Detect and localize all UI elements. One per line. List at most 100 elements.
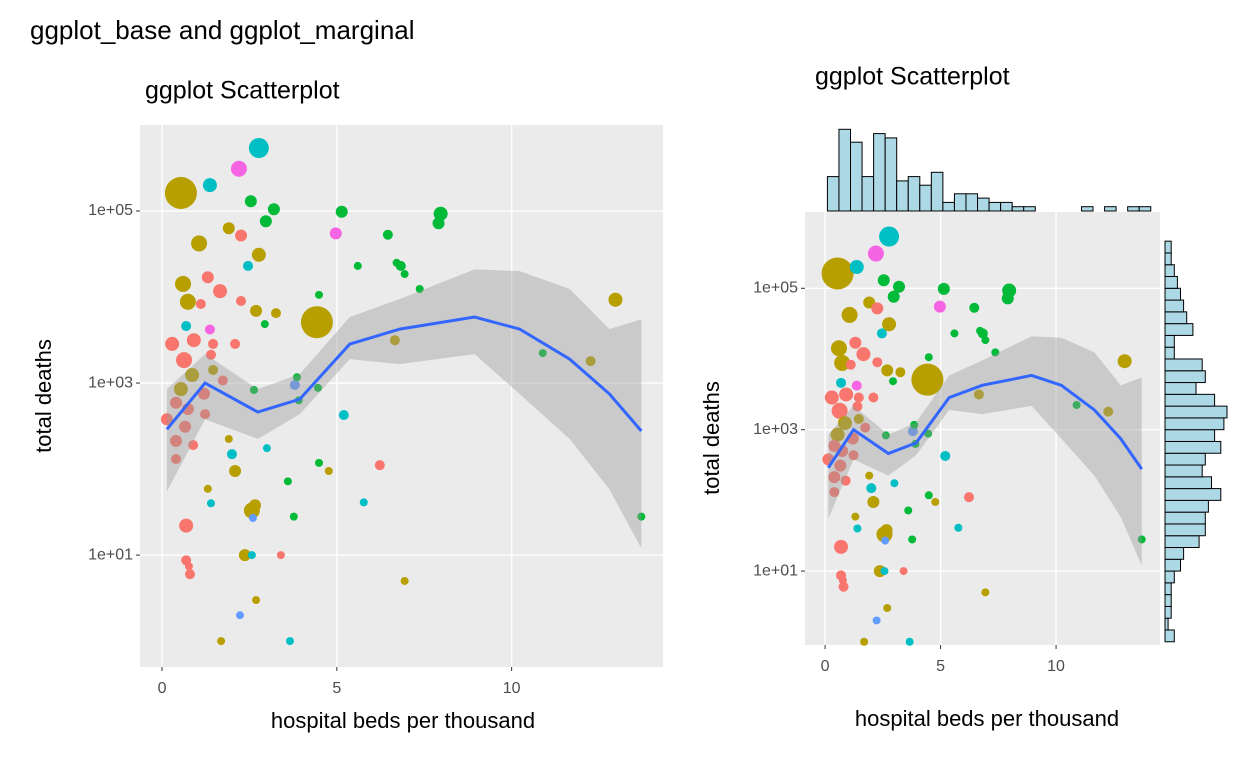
point	[834, 459, 847, 472]
point	[1072, 401, 1081, 410]
x-histogram-bar	[977, 197, 990, 212]
point	[954, 523, 963, 532]
point	[235, 611, 244, 620]
point	[860, 422, 871, 433]
point	[165, 336, 180, 351]
point	[191, 235, 208, 252]
point	[905, 637, 914, 646]
y-histogram-bar	[1164, 334, 1175, 348]
point	[314, 290, 323, 299]
point	[224, 434, 233, 443]
point	[879, 226, 900, 247]
y-histogram-bar	[1164, 346, 1175, 360]
point	[867, 245, 884, 262]
y-histogram-bar	[1164, 617, 1169, 631]
point	[881, 364, 894, 377]
y-histogram-bar	[1164, 511, 1206, 525]
point	[538, 349, 547, 358]
point	[289, 512, 298, 521]
point	[899, 567, 908, 576]
point	[235, 229, 248, 242]
smooth-line	[165, 315, 643, 432]
x-histogram-bar	[1127, 206, 1140, 212]
x-histogram-bar	[861, 176, 875, 212]
x-histogram-bar	[873, 133, 886, 212]
point	[202, 178, 217, 193]
point	[838, 581, 849, 592]
point	[217, 637, 226, 646]
point	[374, 460, 385, 471]
point	[882, 317, 897, 332]
point	[338, 410, 349, 421]
point	[185, 368, 200, 383]
x-histogram-bar	[884, 137, 898, 212]
y-histogram-bar	[1164, 287, 1181, 301]
x-histogram-bar	[965, 193, 979, 212]
point	[289, 379, 300, 390]
point	[888, 377, 897, 386]
y-tick-label: 1e+01	[753, 562, 798, 579]
y-tick-label: 1e+01	[88, 546, 133, 563]
smooth-line	[827, 373, 1143, 470]
point	[248, 138, 269, 159]
chart-title: ggplot Scatterplot	[145, 77, 340, 105]
point	[950, 329, 959, 338]
point	[907, 426, 918, 437]
point	[973, 389, 984, 400]
point	[208, 338, 219, 349]
point	[868, 392, 879, 403]
y-tick-label: 1e+05	[88, 202, 133, 219]
point	[329, 227, 342, 240]
point	[176, 352, 193, 369]
point	[887, 290, 900, 303]
point	[188, 440, 199, 451]
y-histogram-bar	[1164, 535, 1200, 549]
point	[890, 479, 899, 488]
y-histogram-bar	[1164, 547, 1185, 560]
point	[247, 551, 256, 560]
point	[313, 383, 322, 392]
y-histogram-bar	[1164, 429, 1216, 442]
x-histogram-bar	[1000, 201, 1013, 212]
point	[1001, 292, 1014, 305]
x-histogram-bar	[838, 128, 852, 212]
point	[834, 354, 851, 371]
point	[292, 373, 301, 382]
point	[400, 576, 409, 585]
x-histogram-bar	[1104, 206, 1117, 212]
point	[432, 217, 445, 230]
point	[880, 567, 889, 576]
point	[170, 396, 183, 409]
y-histogram-bar	[1164, 594, 1172, 607]
point	[184, 569, 195, 580]
point	[170, 434, 183, 447]
point	[353, 261, 362, 270]
y-histogram-bar	[1164, 393, 1216, 407]
point	[208, 364, 219, 375]
point	[335, 205, 348, 218]
point	[893, 280, 906, 293]
point	[853, 524, 862, 533]
point	[179, 420, 192, 433]
page-title: ggplot_base and ggplot_marginal	[30, 15, 415, 45]
x-tick-label: 0	[158, 680, 167, 697]
point	[236, 295, 247, 306]
point	[845, 359, 856, 370]
y-tick-label: 1e+05	[753, 280, 798, 297]
point	[924, 491, 933, 500]
point	[851, 380, 862, 391]
point	[1137, 535, 1146, 544]
y-histogram-bar	[1164, 240, 1172, 254]
point	[637, 512, 646, 521]
point	[828, 471, 841, 484]
point	[433, 206, 448, 221]
y-histogram-bar	[1164, 440, 1222, 454]
point	[179, 518, 194, 533]
point	[389, 335, 400, 346]
point	[164, 176, 197, 209]
point	[1103, 406, 1114, 417]
point	[969, 302, 980, 313]
point	[201, 271, 214, 284]
point	[830, 427, 845, 442]
